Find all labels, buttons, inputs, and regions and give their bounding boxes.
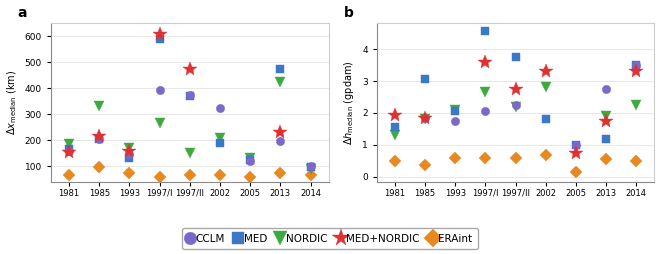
Y-axis label: $\Delta x_{\rm median}$ (km): $\Delta x_{\rm median}$ (km) (5, 70, 19, 135)
Y-axis label: $\Delta h_{\rm median}$ (gpdam): $\Delta h_{\rm median}$ (gpdam) (343, 60, 356, 145)
Text: a: a (18, 6, 27, 20)
Legend: CCLM, MED, NORDIC, MED+NORDIC, ERAint: CCLM, MED, NORDIC, MED+NORDIC, ERAint (182, 228, 478, 249)
Text: b: b (343, 6, 353, 20)
